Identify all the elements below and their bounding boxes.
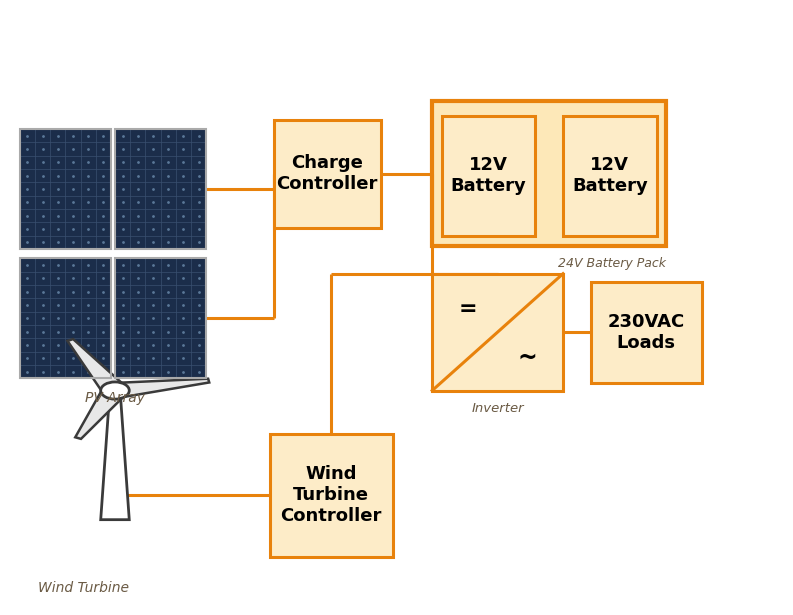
- Text: Wind
Turbine
Controller: Wind Turbine Controller: [281, 466, 381, 525]
- Polygon shape: [67, 339, 126, 394]
- Polygon shape: [113, 379, 209, 398]
- Text: Charge
Controller: Charge Controller: [277, 154, 377, 193]
- FancyBboxPatch shape: [591, 282, 702, 383]
- Bar: [115, 258, 206, 378]
- Bar: [20, 258, 111, 378]
- FancyBboxPatch shape: [442, 116, 535, 236]
- Text: 12V
Battery: 12V Battery: [572, 156, 648, 195]
- Polygon shape: [101, 397, 129, 520]
- Text: 24V Battery Pack: 24V Battery Pack: [558, 257, 666, 270]
- Text: PV Array: PV Array: [85, 391, 145, 405]
- Text: Wind Turbine: Wind Turbine: [38, 581, 128, 595]
- Bar: [115, 129, 206, 249]
- Bar: [20, 258, 111, 378]
- FancyBboxPatch shape: [432, 274, 563, 391]
- FancyBboxPatch shape: [274, 120, 381, 228]
- Bar: [20, 129, 111, 249]
- FancyBboxPatch shape: [432, 101, 666, 246]
- Text: 12V
Battery: 12V Battery: [450, 156, 527, 195]
- Polygon shape: [75, 387, 127, 439]
- Bar: [20, 129, 111, 249]
- Bar: [115, 129, 206, 249]
- Bar: [115, 258, 206, 378]
- FancyBboxPatch shape: [270, 434, 393, 557]
- Text: ~: ~: [518, 346, 538, 370]
- Text: Inverter: Inverter: [471, 402, 524, 415]
- FancyBboxPatch shape: [563, 116, 657, 236]
- Ellipse shape: [101, 382, 129, 399]
- Text: 230VAC
Loads: 230VAC Loads: [607, 313, 685, 352]
- Text: =: =: [458, 299, 477, 319]
